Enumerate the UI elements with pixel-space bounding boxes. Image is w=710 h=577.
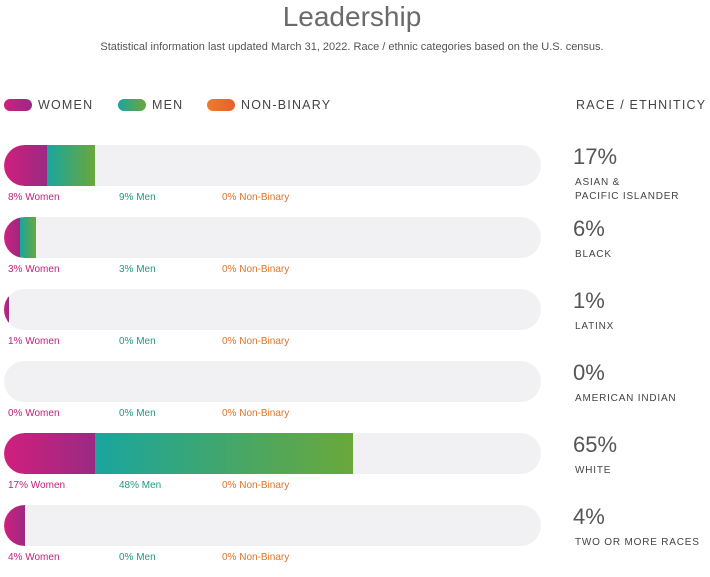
- category-label: WHITE: [575, 465, 612, 476]
- value-label-women: 1% Women: [8, 336, 60, 347]
- bar-fill: [4, 505, 26, 546]
- category-total: 1%: [573, 288, 605, 313]
- value-label-men: 48% Men: [119, 480, 162, 491]
- bar-segment-women: [4, 145, 47, 186]
- category-total: 0%: [573, 360, 605, 385]
- chart-row: 3% Women 3% Men 0% Non-Binary 6% BLACK: [0, 217, 710, 289]
- category-total: 65%: [573, 432, 618, 457]
- value-label-nb: 0% Non-Binary: [222, 336, 290, 347]
- category-label: AMERICAN INDIAN: [575, 393, 677, 404]
- bar-fill: [4, 217, 37, 258]
- legend-swatch-non-binary: [207, 99, 235, 111]
- category-label: TWO OR MORE RACES: [575, 537, 700, 548]
- bar-track: [4, 505, 541, 546]
- chart-row: 8% Women 9% Men 0% Non-Binary 17% ASIAN & PAC…: [0, 145, 710, 217]
- value-label-nb: 0% Non-Binary: [222, 192, 290, 203]
- value-label-men: 3% Men: [119, 264, 156, 275]
- chart-title: Leadership: [282, 1, 422, 32]
- chart-row: 0% Women 0% Men 0% Non-Binary 0% AMERICAN IN…: [0, 361, 710, 433]
- bar-track: [4, 289, 541, 330]
- category-label: ASIAN & PACIFIC ISLANDER: [575, 177, 680, 202]
- category-label: BLACK: [575, 249, 612, 260]
- value-label-nb: 0% Non-Binary: [222, 480, 290, 491]
- value-label-nb: 0% Non-Binary: [222, 552, 290, 563]
- value-label-men: 0% Men: [119, 336, 156, 347]
- bar-segment-men: [95, 433, 354, 474]
- chart-subtitle: Statistical information last updated Mar…: [100, 41, 604, 53]
- legend-label-men: MEN: [152, 98, 184, 112]
- value-label-nb: 0% Non-Binary: [222, 264, 290, 275]
- value-label-women: 17% Women: [8, 480, 66, 491]
- bar-segment-women: [4, 433, 96, 474]
- race-ethnicity-heading: RACE / ETHNITICY: [576, 98, 707, 112]
- legend-swatch-women: [4, 99, 32, 111]
- legend-item-men: MEN: [118, 98, 183, 112]
- bar-segment-women: [4, 217, 21, 258]
- chart-row: 4% Women 0% Men 0% Non-Binary 4% TWO OR MORE…: [0, 505, 710, 577]
- value-label-women: 3% Women: [8, 264, 60, 275]
- value-label-men: 0% Men: [119, 552, 156, 563]
- bar-fill: [4, 145, 96, 186]
- category-total: 4%: [573, 504, 605, 529]
- value-label-nb: 0% Non-Binary: [222, 408, 290, 419]
- value-label-women: 0% Women: [8, 408, 60, 419]
- category-total: 6%: [573, 216, 605, 241]
- bar-fill: [4, 433, 354, 474]
- value-label-women: 8% Women: [8, 192, 60, 203]
- legend-label-non-binary: NON-BINARY: [241, 98, 332, 112]
- value-label-women: 4% Women: [8, 552, 60, 563]
- legend-item-women: WOMEN: [4, 98, 93, 112]
- chart-row: 17% Women 48% Men 0% Non-Binary 65% WHITE: [0, 433, 710, 505]
- bar-fill: [4, 289, 10, 330]
- bar-track: [4, 217, 541, 258]
- bar-segment-men: [20, 217, 37, 258]
- bar-segment-men: [46, 145, 96, 186]
- bar-track: [4, 361, 541, 402]
- value-label-men: 9% Men: [119, 192, 156, 203]
- legend-swatch-men: [118, 99, 146, 111]
- legend-item-non-binary: NON-BINARY: [207, 98, 331, 112]
- bar-segment-women: [4, 289, 10, 330]
- value-label-men: 0% Men: [119, 408, 156, 419]
- chart-row: 1% Women 0% Men 0% Non-Binary 1% LATINX: [0, 289, 710, 361]
- bar-track: [4, 145, 541, 186]
- bar-track: [4, 433, 541, 474]
- legend-label-women: WOMEN: [38, 98, 94, 112]
- category-label: LATINX: [575, 321, 615, 332]
- category-total: 17%: [573, 144, 618, 169]
- bar-segment-women: [4, 505, 26, 546]
